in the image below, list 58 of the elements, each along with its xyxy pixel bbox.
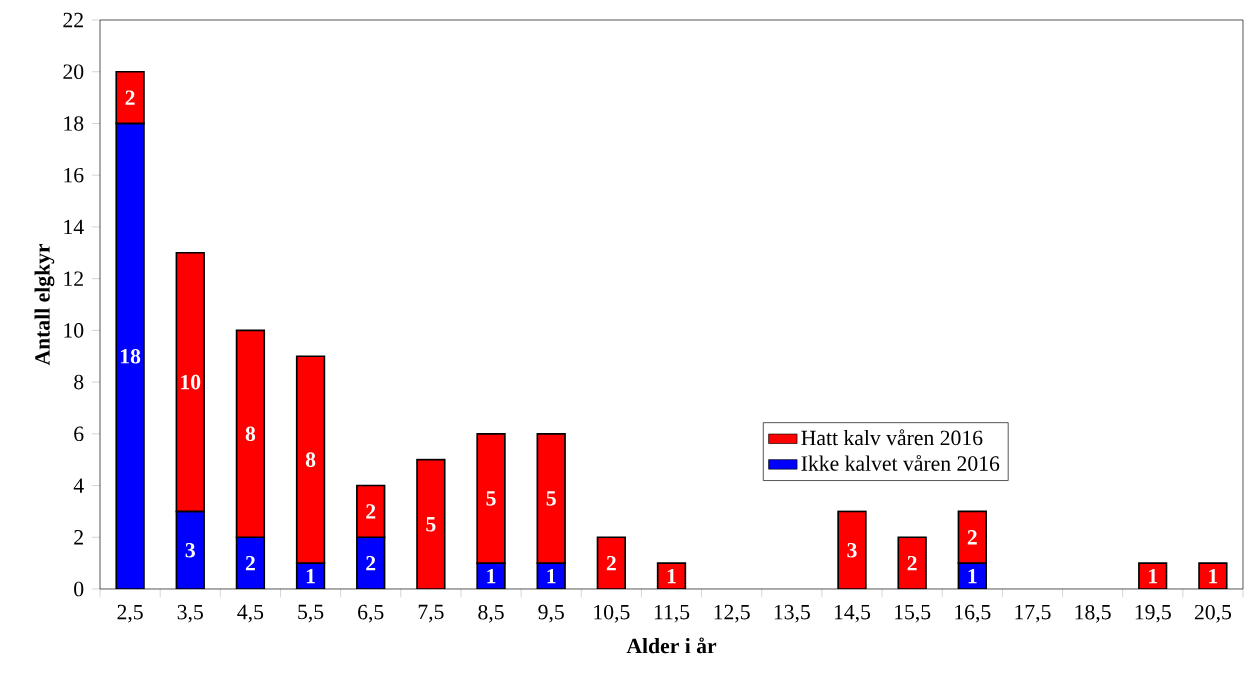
data-label: 18 — [120, 348, 141, 364]
y-tick-label: 10 — [64, 323, 84, 338]
x-tick-label: 16,5 — [955, 604, 991, 623]
x-tick-label: 5,5 — [298, 604, 324, 623]
data-label: 8 — [245, 426, 256, 442]
data-label: 2 — [125, 90, 135, 105]
data-label: 1 — [1149, 568, 1158, 584]
x-tick-label: 8,5 — [478, 604, 504, 623]
data-label: 1 — [487, 568, 496, 584]
data-label: 2 — [245, 555, 255, 571]
x-tick-label: 17,5 — [1015, 604, 1051, 623]
y-tick-label: 14 — [64, 219, 84, 235]
data-label: 5 — [426, 517, 436, 532]
y-tick-label: 12 — [64, 271, 83, 286]
x-tick-label: 3,5 — [177, 604, 203, 623]
y-tick-label: 18 — [64, 116, 84, 131]
x-tick-label: 10,5 — [594, 604, 630, 623]
x-tick-label: 2,5 — [117, 604, 143, 623]
data-label: 3 — [185, 542, 195, 558]
x-tick-label: 7,5 — [418, 604, 444, 623]
x-axis-title: Alder i år — [626, 637, 717, 654]
x-tick-label: 11,5 — [654, 604, 690, 623]
x-tick-label: 18,5 — [1075, 604, 1111, 623]
data-label: 5 — [486, 491, 496, 506]
data-label: 10 — [181, 374, 201, 390]
y-tick-label: 4 — [73, 478, 84, 493]
x-tick-label: 4,5 — [237, 604, 264, 623]
x-tick-label: 12,5 — [714, 604, 750, 623]
x-tick-label: 9,5 — [538, 604, 564, 623]
x-tick-label: 13,5 — [774, 604, 810, 623]
y-tick-label: 8 — [74, 374, 84, 390]
data-label: 1 — [1209, 568, 1218, 584]
data-label: 2 — [366, 504, 376, 519]
data-label: 8 — [305, 452, 316, 467]
y-tick-label: 2 — [74, 530, 83, 545]
x-tick-label: 14,5 — [834, 604, 871, 623]
legend-label: Ikke kalvet våren 2016 — [801, 454, 1000, 471]
x-tick-label: 20,5 — [1194, 604, 1232, 623]
data-label: 3 — [847, 542, 857, 558]
y-tick-label: 16 — [64, 167, 84, 183]
y-tick-label: 22 — [63, 12, 83, 28]
data-label: 2 — [366, 555, 376, 571]
y-tick-label: 20 — [63, 64, 84, 80]
data-label: 1 — [547, 568, 556, 584]
data-label: 1 — [968, 568, 977, 584]
x-tick-label: 15,5 — [895, 604, 931, 623]
y-tick-label: 6 — [74, 426, 84, 442]
x-tick-label: 19,5 — [1135, 604, 1171, 623]
data-label: 2 — [907, 555, 917, 571]
data-label: 2 — [606, 555, 616, 571]
data-label: 1 — [306, 568, 315, 584]
y-tick-label: 0 — [74, 581, 84, 597]
y-axis-title: Antall elgkyr — [34, 243, 55, 366]
x-tick-label: 6,5 — [358, 604, 384, 623]
data-label: 5 — [546, 491, 556, 506]
legend-label: Hatt kalv våren 2016 — [801, 429, 983, 446]
data-label: 2 — [967, 530, 977, 545]
data-label: 1 — [667, 568, 676, 584]
